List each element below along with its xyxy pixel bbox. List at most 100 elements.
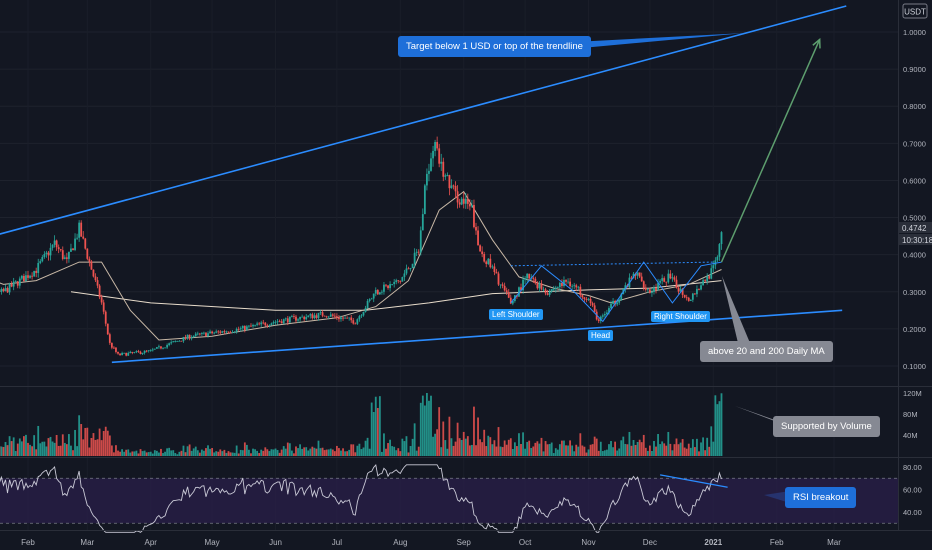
volume-bar [233, 452, 236, 456]
volume-bar [74, 429, 76, 456]
volume-bar [546, 444, 549, 456]
candle-body [335, 316, 338, 318]
volume-bar [245, 444, 248, 456]
rsi-tick-label: 60.00 [903, 486, 922, 495]
volume-bar [272, 449, 275, 456]
volume-bar [677, 444, 680, 456]
left-shoulder-label[interactable]: Left Shoulder [489, 309, 543, 320]
volume-bar [632, 440, 635, 456]
time-tick-label: Dec [643, 538, 657, 547]
candle-body [84, 238, 87, 249]
volume-bar [577, 446, 580, 456]
candle-body [442, 161, 445, 177]
volume-bar [646, 450, 649, 456]
neckline[interactable] [510, 261, 714, 267]
target-callout[interactable]: Target below 1 USD or top of the trendli… [398, 36, 591, 57]
lower-trendline[interactable] [111, 309, 843, 364]
volume-bar [622, 436, 625, 456]
volume-bar [383, 433, 385, 456]
candle-body [331, 314, 334, 316]
candle-body [121, 353, 124, 355]
volume-bar [106, 430, 109, 456]
candle-body [176, 341, 179, 342]
head-label[interactable]: Head [588, 330, 614, 341]
volume-bar [589, 444, 592, 456]
ma-20-path [0, 190, 722, 341]
candle-body [444, 175, 447, 177]
volume-bar [219, 449, 222, 456]
volume-pane[interactable] [0, 393, 723, 456]
volume-bar [0, 446, 3, 456]
candle-body [117, 351, 119, 354]
volume-bar [153, 450, 156, 456]
candle-body [231, 332, 234, 333]
volume-bar [303, 447, 306, 456]
volume-bar [691, 439, 694, 456]
candle-body [80, 222, 83, 237]
candle-body [4, 288, 7, 292]
volume-bar [603, 450, 606, 456]
candle-body [698, 289, 700, 290]
price-pane[interactable] [0, 0, 898, 530]
axis-badges: USDT 0.4742 10:30:18 [899, 3, 932, 245]
price-axis[interactable]: 0.1000 0.2000 0.3000 0.4000 0.5000 0.6000 0.70… [903, 28, 926, 517]
volume-bar [507, 439, 510, 456]
candle-body [677, 287, 680, 292]
candle-body [158, 346, 160, 348]
volume-bar [108, 435, 111, 456]
candle-body [450, 185, 453, 189]
candle-body [577, 286, 580, 288]
candle-body [483, 254, 486, 262]
projection-arrow[interactable] [720, 39, 821, 263]
candle-body [219, 331, 222, 333]
volume-bar [270, 449, 273, 456]
candle-body [327, 316, 330, 318]
candle-body [403, 273, 406, 278]
upper-trendline[interactable] [0, 5, 847, 244]
volume-bar [471, 444, 473, 456]
candle-body [223, 331, 226, 333]
time-tick-label: Feb [21, 538, 35, 547]
right-shoulder-label[interactable]: Right Shoulder [651, 311, 710, 322]
candle-body [55, 240, 58, 248]
candle-body [411, 263, 414, 269]
price-tick-label: 0.7000 [903, 139, 926, 148]
volume-bar [31, 446, 33, 456]
currency-box[interactable] [902, 3, 928, 19]
rsi-pane[interactable] [0, 464, 898, 533]
rsi-trendline[interactable] [659, 474, 728, 488]
candle-body [2, 288, 5, 292]
volume-bar [464, 438, 467, 456]
volume-callout[interactable]: Supported by Volume [773, 416, 880, 437]
candle-body [98, 285, 101, 298]
volume-bar [313, 447, 316, 456]
volume-bar [636, 441, 639, 456]
candle-body [372, 293, 375, 299]
candle-body [297, 319, 299, 321]
volume-bar [618, 448, 621, 456]
rsi-callout[interactable]: RSI breakout [785, 487, 857, 508]
ma-callout[interactable]: above 20 and 200 Daily MA [700, 341, 833, 362]
volume-bar [70, 445, 72, 456]
time-axis[interactable]: Feb Mar Apr May Jun Jul Aug Sep Oct Nov Dec 2021 Feb… [21, 538, 841, 547]
volume-bar [47, 438, 50, 456]
candle-body [511, 300, 514, 304]
candle-body [207, 333, 209, 337]
time-tick-label: Mar [80, 538, 94, 547]
candle-body [571, 285, 574, 287]
volume-bar [356, 445, 359, 456]
volume-bar [378, 396, 381, 456]
candle-body [235, 328, 238, 332]
volume-bar [700, 442, 702, 456]
candle-body [556, 287, 559, 288]
volume-bar [82, 439, 85, 456]
candle-body [51, 244, 54, 248]
candle-body [172, 341, 175, 343]
candle-body [468, 203, 471, 207]
candle-body [190, 337, 193, 339]
candle-body [616, 302, 619, 305]
candle-body [239, 328, 242, 330]
volume-bar [550, 442, 553, 456]
head-and-shoulders-pattern[interactable] [510, 261, 722, 323]
